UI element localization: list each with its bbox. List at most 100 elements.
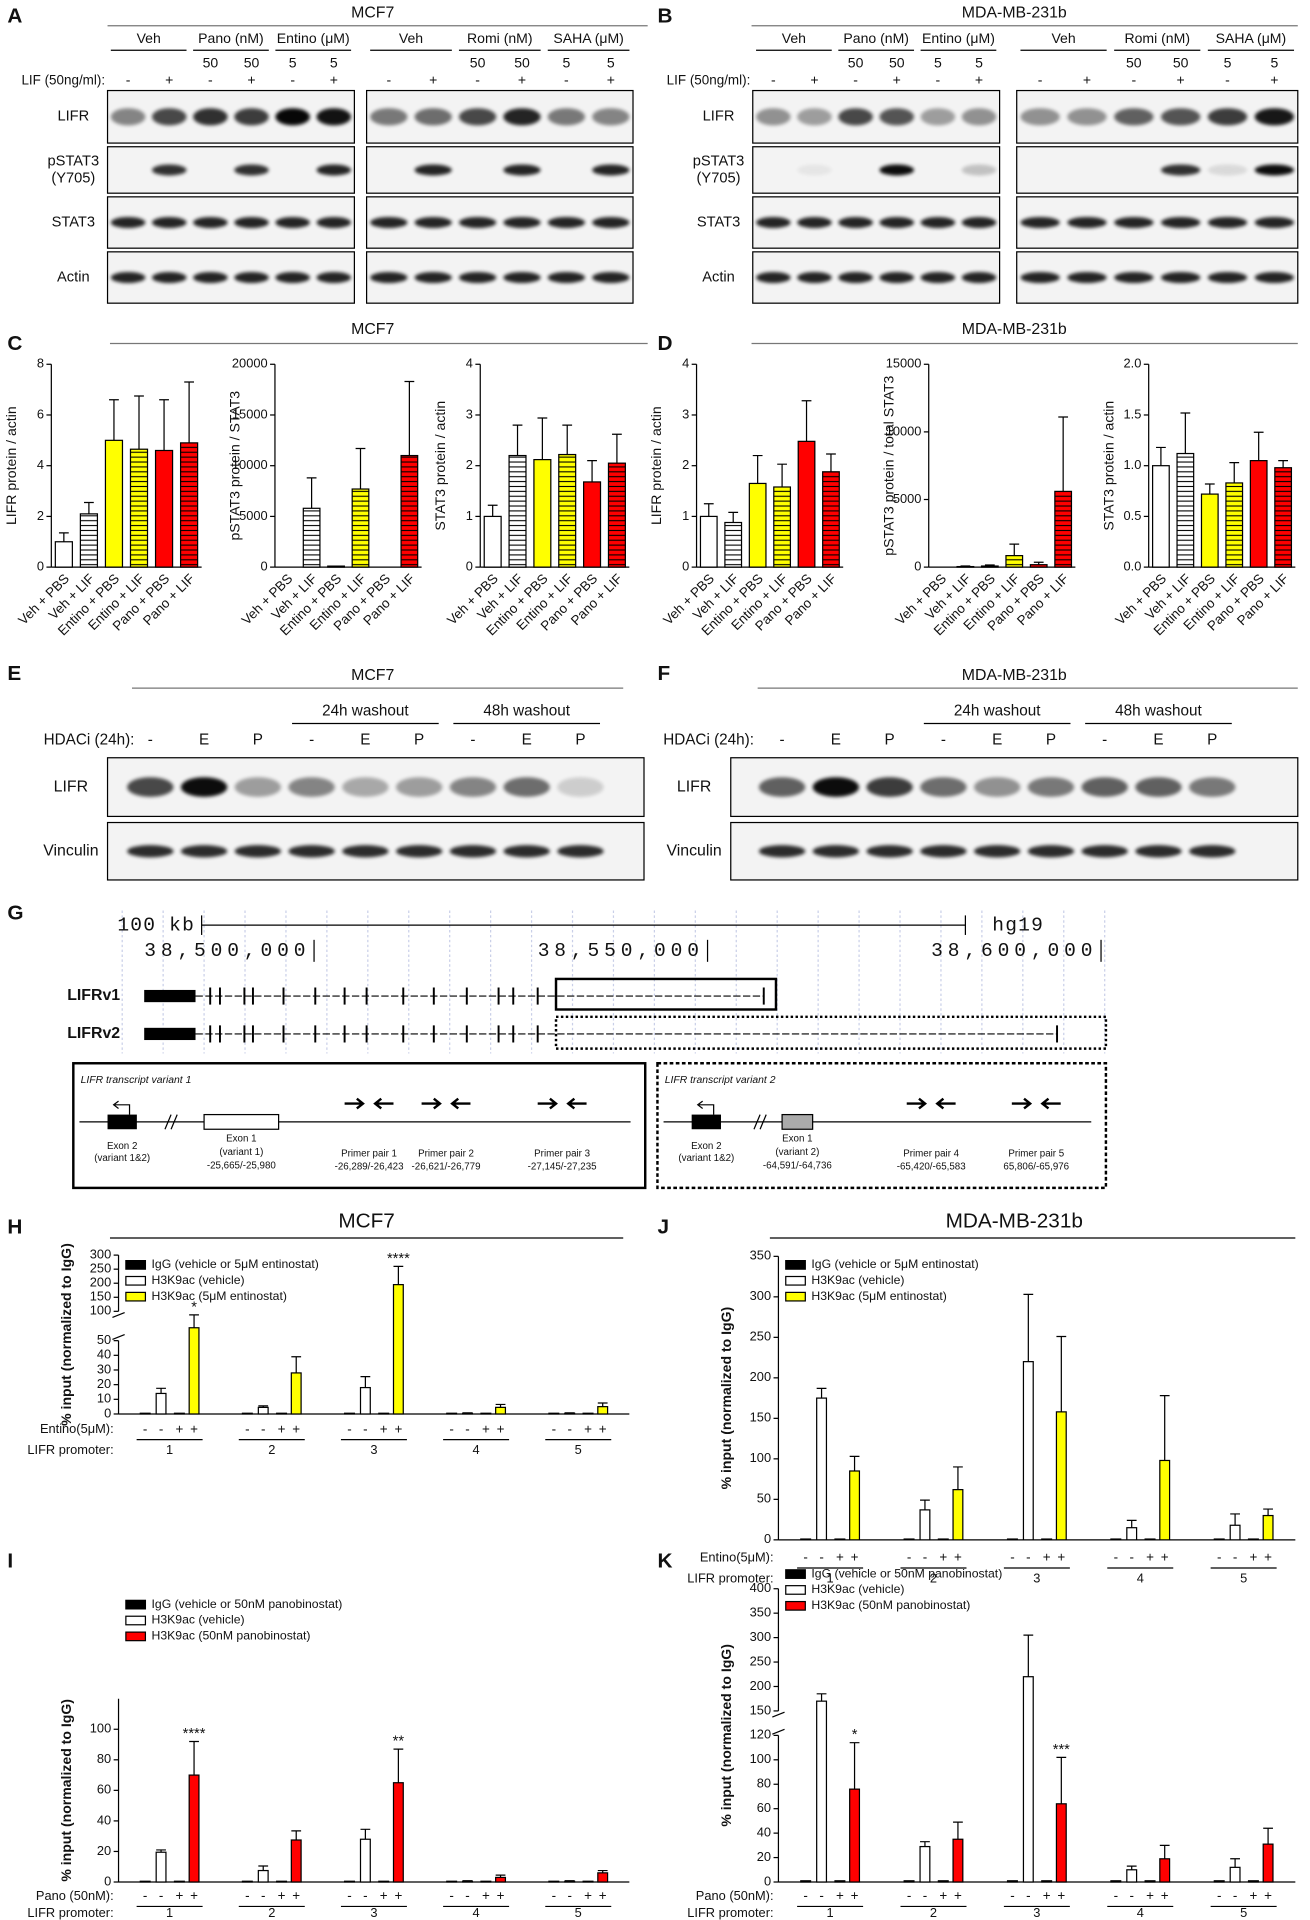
lane-label: - bbox=[941, 732, 946, 749]
y-tick-label: 250 bbox=[750, 1329, 771, 1344]
blot-band bbox=[838, 272, 873, 284]
axis-break bbox=[112, 1311, 125, 1341]
condition-label: - bbox=[261, 1888, 265, 1903]
bar-hatch bbox=[1054, 491, 1072, 568]
bar bbox=[1022, 1676, 1034, 1883]
bar bbox=[257, 1406, 269, 1415]
bar bbox=[327, 565, 345, 568]
x-tick-label: 2 bbox=[268, 1442, 275, 1457]
condition-label: + bbox=[175, 1888, 183, 1903]
exon2-block bbox=[691, 1114, 721, 1130]
x-tick-label: 4 bbox=[473, 1905, 480, 1920]
panel-letter: F bbox=[657, 662, 670, 685]
y-tick-label: 0.0 bbox=[1124, 559, 1142, 574]
blot-band bbox=[973, 845, 1021, 858]
primer-label: 65,806/-65,976 bbox=[1003, 1162, 1069, 1173]
blot-band bbox=[193, 108, 228, 126]
lif-sign: + bbox=[607, 71, 615, 87]
blot-band bbox=[1020, 272, 1060, 284]
error-bar bbox=[826, 453, 836, 472]
blot-frame bbox=[1016, 89, 1299, 144]
lane-label: - bbox=[148, 732, 153, 749]
y-tick-label: 3 bbox=[682, 406, 689, 421]
condition-label: - bbox=[363, 1421, 367, 1436]
error-bar bbox=[537, 417, 548, 460]
bar bbox=[1159, 1459, 1171, 1541]
y-tick-label: 200 bbox=[750, 1678, 771, 1693]
lif-sign: + bbox=[1270, 71, 1278, 87]
bar bbox=[188, 1327, 200, 1415]
blot-band bbox=[288, 777, 335, 797]
bar bbox=[903, 1880, 915, 1883]
y-axis-label: % input (normalized to IgG) bbox=[718, 1644, 734, 1827]
error-bar bbox=[1009, 543, 1020, 556]
washout-label: 24h washout bbox=[322, 702, 409, 719]
error-bar bbox=[801, 400, 812, 442]
blot-band bbox=[1254, 164, 1295, 176]
bar-hatch bbox=[773, 486, 791, 568]
legend-label: H3K9ac (5μM entinostat) bbox=[152, 1289, 287, 1303]
blot-frame bbox=[1016, 251, 1299, 304]
group-label: Pano (nM) bbox=[198, 30, 264, 46]
bar bbox=[548, 1880, 560, 1883]
blot-band bbox=[110, 217, 146, 229]
condition-label: + bbox=[836, 1550, 844, 1565]
y-tick-label: 80 bbox=[757, 1776, 771, 1791]
lif-sign: - bbox=[771, 71, 776, 87]
bar bbox=[952, 1489, 964, 1541]
variant-title: LIFR transcript variant 2 bbox=[665, 1075, 776, 1086]
condition-label: - bbox=[1010, 1888, 1014, 1903]
error-bar bbox=[156, 1849, 166, 1853]
condition-label: - bbox=[1010, 1550, 1014, 1565]
condition-label: - bbox=[1233, 1550, 1237, 1565]
y-tick-label: 2 bbox=[37, 508, 44, 523]
error-bar bbox=[1278, 460, 1289, 468]
blot-band bbox=[866, 845, 913, 858]
y-tick-label: 4 bbox=[37, 457, 44, 472]
bar-hatch bbox=[957, 566, 974, 568]
group-label: Veh bbox=[399, 30, 423, 46]
chart-title: MCF7 bbox=[338, 1210, 395, 1233]
exon-label: Exon 1 bbox=[226, 1134, 256, 1145]
bar-hatch bbox=[303, 508, 320, 568]
exon-label: -64,591/-64,736 bbox=[763, 1160, 832, 1171]
blot-title: MDA-MB-231b bbox=[962, 667, 1067, 684]
exon-label: Exon 2 bbox=[691, 1141, 721, 1152]
bar bbox=[1229, 1524, 1241, 1541]
y-axis-label: LIFR protein / actin bbox=[648, 406, 664, 525]
bar-hatch bbox=[608, 463, 626, 568]
blot-band bbox=[838, 108, 873, 126]
y-tick-label: 1.0 bbox=[1124, 457, 1142, 472]
panel-letter: K bbox=[657, 1549, 672, 1572]
row-label: Vinculin bbox=[43, 842, 98, 859]
lane-label: E bbox=[831, 732, 841, 749]
row-label: pSTAT3 bbox=[693, 153, 745, 169]
error-bar bbox=[752, 454, 763, 484]
blot-band bbox=[879, 217, 915, 229]
x-tick-label: 3 bbox=[370, 1442, 377, 1457]
y-tick-label: 0 bbox=[914, 559, 921, 574]
condition-label: - bbox=[465, 1888, 469, 1903]
blot-title: MCF7 bbox=[351, 5, 394, 22]
y-tick-label: 80 bbox=[97, 1751, 111, 1766]
hdaci-label: HDACi (24h): bbox=[44, 732, 135, 749]
variant-title: LIFR transcript variant 1 bbox=[81, 1075, 192, 1086]
condition-label: - bbox=[245, 1888, 249, 1903]
bar bbox=[446, 1412, 458, 1415]
blot-band bbox=[592, 272, 630, 284]
y-axis-label: STAT3 protein / actin bbox=[432, 401, 448, 531]
bar bbox=[1249, 460, 1268, 568]
bar bbox=[1200, 493, 1219, 568]
x-tick-label: 4 bbox=[473, 1442, 480, 1457]
bar bbox=[290, 1839, 302, 1883]
bar-hatch bbox=[509, 455, 526, 568]
panel-letter: A bbox=[7, 5, 22, 28]
blot-band bbox=[547, 108, 586, 126]
error-bar bbox=[189, 1740, 199, 1776]
legend-swatch bbox=[125, 1631, 147, 1642]
bar-hatch bbox=[1177, 453, 1194, 568]
y-tick-label: 200 bbox=[750, 1369, 771, 1384]
bar bbox=[173, 1880, 185, 1883]
blot-band bbox=[234, 777, 282, 797]
y-tick-label: 120 bbox=[750, 1727, 771, 1742]
